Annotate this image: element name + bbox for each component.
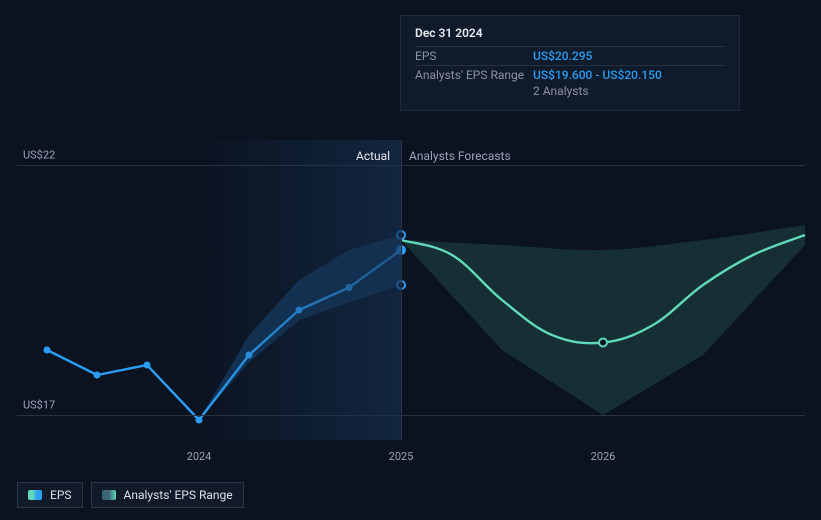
tooltip-row-value: US$20.295 <box>533 49 592 63</box>
eps-point <box>94 372 101 379</box>
eps-point <box>296 307 303 314</box>
tooltip-row: Analysts' EPS RangeUS$19.600 - US$20.150 <box>415 65 725 84</box>
forecast-range-band <box>401 225 805 415</box>
actual-forecast-divider <box>401 140 402 440</box>
eps-point <box>144 362 151 369</box>
tooltip-row-label: Analysts' EPS Range <box>415 68 533 82</box>
eps-point <box>196 417 203 424</box>
x-axis-label: 2025 <box>389 450 414 463</box>
legend-swatch <box>28 490 42 500</box>
forecast-label: Analysts Forecasts <box>409 149 511 163</box>
legend-label: EPS <box>50 488 72 502</box>
eps-point <box>346 284 353 291</box>
legend-swatch <box>102 490 116 500</box>
actual-label: Actual <box>356 149 390 163</box>
eps-point <box>246 352 253 359</box>
y-axis-label: US$17 <box>23 399 55 412</box>
tooltip-sub: 2 Analysts <box>415 84 725 98</box>
legend-label: Analysts' EPS Range <box>124 488 233 502</box>
legend: EPS Analysts' EPS Range <box>17 482 244 508</box>
y-gridline <box>17 165 805 166</box>
plot-area: US$17 US$22 <box>17 140 805 440</box>
eps-range-band <box>199 235 401 420</box>
legend-item[interactable]: Analysts' EPS Range <box>91 482 244 508</box>
tooltip-row: EPSUS$20.295 <box>415 46 725 65</box>
eps-point <box>44 347 51 354</box>
tooltip-row-label: EPS <box>415 49 533 63</box>
tooltip-row-value: US$19.600 - US$20.150 <box>533 68 662 82</box>
forecast-marker <box>599 339 607 347</box>
x-axis-label: 2024 <box>187 450 212 463</box>
tooltip-date: Dec 31 2024 <box>415 26 725 46</box>
y-gridline <box>17 415 805 416</box>
chart-tooltip: Dec 31 2024 EPSUS$20.295Analysts' EPS Ra… <box>400 15 740 111</box>
legend-item[interactable]: EPS <box>17 482 83 508</box>
x-axis-label: 2026 <box>591 450 616 463</box>
y-axis-label: US$22 <box>23 149 55 162</box>
chart-svg <box>17 140 805 440</box>
